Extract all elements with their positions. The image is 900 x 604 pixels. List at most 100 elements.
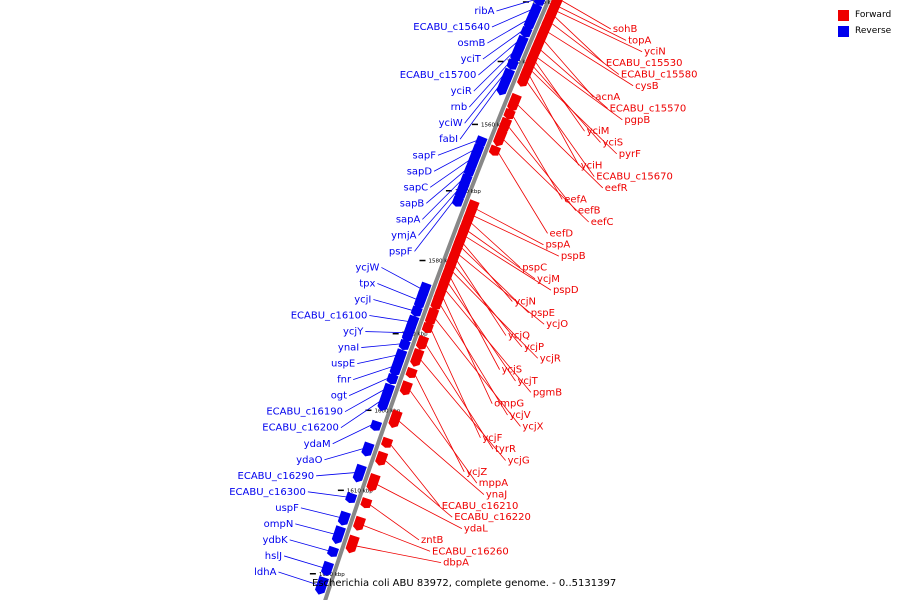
reverse-gene-feature[interactable]: [523, 11, 539, 31]
reverse-gene-label[interactable]: osmB: [457, 38, 485, 49]
forward-gene-label[interactable]: pyrF: [619, 149, 641, 160]
reverse-gene-feature[interactable]: [533, 0, 546, 6]
reverse-gene-label[interactable]: sapB: [400, 198, 425, 209]
reverse-gene-feature[interactable]: [510, 43, 525, 63]
forward-gene-label[interactable]: topA: [628, 35, 651, 46]
reverse-gene-feature[interactable]: [352, 463, 367, 483]
forward-gene-feature[interactable]: [381, 436, 394, 448]
forward-gene-label[interactable]: ycjV: [510, 410, 531, 421]
reverse-gene-feature[interactable]: [321, 560, 334, 576]
reverse-gene-label[interactable]: sapF: [413, 150, 437, 161]
reverse-gene-label[interactable]: tpx: [359, 278, 375, 289]
forward-gene-label[interactable]: mppA: [479, 478, 508, 489]
forward-gene-label[interactable]: ECABU_c16210: [442, 501, 519, 512]
forward-gene-label[interactable]: sohB: [613, 24, 638, 35]
reverse-gene-feature[interactable]: [520, 25, 533, 38]
reverse-gene-label[interactable]: yciW: [439, 118, 463, 129]
reverse-gene-feature[interactable]: [315, 575, 329, 595]
reverse-gene-label[interactable]: ycjI: [354, 295, 371, 306]
reverse-gene-feature[interactable]: [413, 290, 429, 310]
reverse-gene-feature[interactable]: [466, 151, 482, 170]
reverse-gene-label[interactable]: ydaO: [296, 455, 322, 466]
forward-gene-label[interactable]: eefA: [564, 194, 587, 205]
forward-gene-feature[interactable]: [399, 380, 413, 396]
forward-gene-feature[interactable]: [424, 307, 440, 326]
reverse-gene-label[interactable]: sapA: [396, 214, 421, 225]
reverse-gene-label[interactable]: ycjW: [355, 262, 379, 273]
forward-gene-label[interactable]: eefB: [578, 206, 601, 217]
reverse-gene-label[interactable]: sapD: [407, 166, 433, 177]
forward-gene-label[interactable]: ycjO: [546, 319, 568, 330]
reverse-gene-feature[interactable]: [410, 305, 423, 317]
reverse-gene-feature[interactable]: [398, 338, 411, 350]
reverse-gene-label[interactable]: rnb: [451, 102, 468, 113]
forward-gene-label[interactable]: pgpB: [624, 115, 650, 126]
forward-gene-label[interactable]: zntB: [421, 535, 444, 546]
reverse-gene-label[interactable]: ECABU_c16190: [266, 407, 343, 418]
forward-gene-label[interactable]: pspE: [531, 308, 555, 319]
reverse-gene-feature[interactable]: [386, 373, 399, 385]
forward-gene-feature[interactable]: [430, 295, 444, 310]
reverse-gene-label[interactable]: hslJ: [265, 551, 282, 562]
reverse-gene-label[interactable]: ECABU_c15700: [400, 70, 477, 81]
forward-gene-label[interactable]: ycjQ: [508, 331, 530, 342]
forward-gene-label[interactable]: ECABU_c15670: [596, 172, 673, 183]
reverse-gene-label[interactable]: ynaI: [338, 343, 359, 354]
forward-gene-label[interactable]: eefR: [605, 183, 628, 194]
reverse-gene-feature[interactable]: [389, 357, 404, 377]
reverse-gene-label[interactable]: yciR: [451, 86, 472, 97]
reverse-gene-feature[interactable]: [377, 392, 392, 412]
forward-gene-label[interactable]: ECABU_c15580: [621, 69, 698, 80]
reverse-gene-feature[interactable]: [475, 135, 488, 147]
reverse-gene-feature[interactable]: [496, 76, 512, 96]
forward-gene-feature[interactable]: [353, 515, 366, 531]
forward-gene-label[interactable]: ycjZ: [466, 467, 487, 478]
reverse-gene-feature[interactable]: [401, 323, 417, 343]
forward-gene-feature[interactable]: [507, 92, 522, 112]
forward-gene-feature[interactable]: [488, 144, 501, 156]
forward-gene-label[interactable]: ycjN: [514, 297, 536, 308]
reverse-gene-label[interactable]: ydaM: [304, 439, 331, 450]
forward-gene-label[interactable]: ompG: [494, 399, 524, 410]
reverse-gene-label[interactable]: ycjY: [343, 327, 364, 338]
forward-gene-label[interactable]: ycjM: [537, 274, 560, 285]
forward-gene-label[interactable]: ynaJ: [486, 490, 507, 501]
forward-gene-feature[interactable]: [503, 107, 516, 120]
forward-gene-feature[interactable]: [345, 534, 360, 554]
forward-gene-label[interactable]: ECABU_c16220: [454, 512, 531, 523]
reverse-gene-label[interactable]: sapC: [404, 182, 429, 193]
forward-gene-label[interactable]: ycjP: [524, 342, 544, 353]
forward-gene-label[interactable]: pspC: [522, 262, 547, 273]
reverse-gene-label[interactable]: ECABU_c15640: [413, 22, 490, 33]
forward-gene-feature[interactable]: [366, 473, 381, 492]
reverse-gene-label[interactable]: ogt: [331, 391, 347, 402]
reverse-gene-label[interactable]: fabI: [439, 134, 458, 145]
forward-gene-feature[interactable]: [360, 497, 373, 509]
forward-gene-label[interactable]: yciN: [644, 47, 666, 58]
forward-gene-feature[interactable]: [493, 127, 508, 147]
forward-gene-feature[interactable]: [415, 334, 430, 350]
reverse-gene-label[interactable]: uspF: [275, 503, 299, 514]
forward-gene-label[interactable]: eefC: [591, 217, 614, 228]
forward-gene-label[interactable]: ECABU_c15530: [606, 58, 683, 69]
forward-gene-label[interactable]: ycjF: [482, 433, 502, 444]
reverse-gene-label[interactable]: ymjA: [391, 230, 416, 241]
reverse-gene-label[interactable]: ldhA: [254, 567, 276, 578]
reverse-gene-feature[interactable]: [337, 510, 351, 526]
forward-gene-label[interactable]: ycjT: [517, 376, 538, 387]
reverse-gene-label[interactable]: ECABU_c16300: [229, 487, 306, 498]
forward-gene-label[interactable]: acnA: [595, 92, 620, 103]
reverse-gene-feature[interactable]: [463, 165, 476, 177]
forward-gene-label[interactable]: ECABU_c16260: [432, 546, 509, 557]
reverse-gene-label[interactable]: ribA: [474, 6, 494, 17]
reverse-gene-label[interactable]: uspE: [331, 359, 355, 370]
reverse-gene-label[interactable]: yciT: [461, 54, 482, 65]
reverse-gene-label[interactable]: ECABU_c16200: [262, 423, 339, 434]
forward-gene-label[interactable]: eefD: [550, 228, 574, 239]
reverse-gene-label[interactable]: ECABU_c16100: [291, 311, 368, 322]
reverse-gene-label[interactable]: ydbK: [263, 535, 289, 546]
forward-gene-label[interactable]: pspA: [545, 240, 570, 251]
forward-gene-feature[interactable]: [498, 116, 513, 132]
reverse-gene-feature[interactable]: [506, 58, 519, 70]
